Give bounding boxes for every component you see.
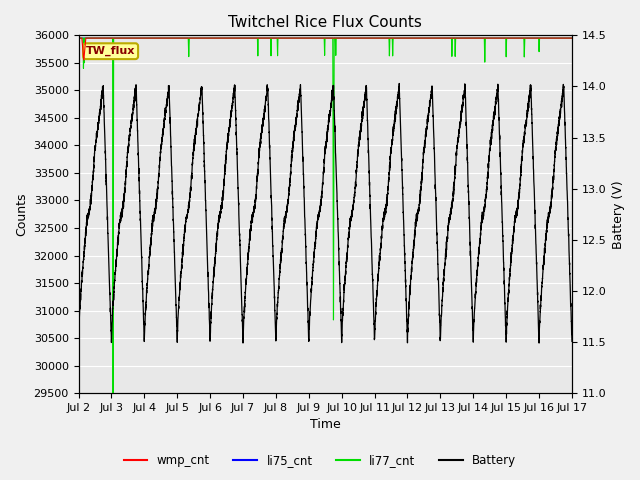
- Y-axis label: Battery (V): Battery (V): [612, 180, 625, 249]
- Legend: wmp_cnt, li75_cnt, li77_cnt, Battery: wmp_cnt, li75_cnt, li77_cnt, Battery: [119, 449, 521, 472]
- Text: TW_flux: TW_flux: [86, 46, 135, 56]
- X-axis label: Time: Time: [310, 419, 340, 432]
- Title: Twitchel Rice Flux Counts: Twitchel Rice Flux Counts: [228, 15, 422, 30]
- Y-axis label: Counts: Counts: [15, 192, 28, 236]
